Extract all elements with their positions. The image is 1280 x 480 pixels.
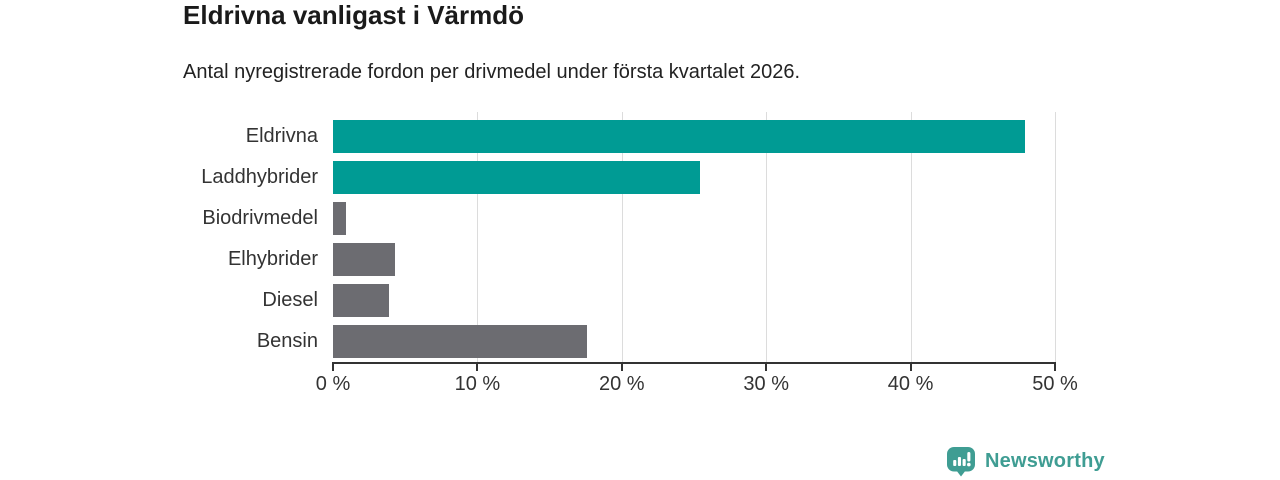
gridline [1055, 112, 1056, 362]
bar-track [333, 120, 1055, 153]
bar-track [333, 325, 1055, 358]
bar [333, 243, 396, 276]
gridline [621, 112, 623, 362]
x-axis-line [332, 362, 1056, 364]
chart-title: Eldrivna vanligast i Värmdö [183, 0, 524, 30]
bar-track [333, 161, 1055, 194]
bar-track [333, 243, 1055, 276]
gridlines [333, 112, 1056, 362]
category-label: Bensin [256, 330, 318, 352]
chart-row: Laddhybrider [0, 157, 1100, 198]
newsworthy-logo: Newsworthy [946, 446, 1105, 477]
chart-row: Bensin [0, 321, 1100, 362]
bar [333, 161, 700, 194]
category-label: Diesel [262, 289, 318, 311]
brand-name: Newsworthy [985, 450, 1105, 472]
bar [333, 120, 1025, 153]
category-label: Biodrivmedel [202, 207, 318, 229]
category-label: Eldrivna [245, 125, 318, 147]
bar [333, 284, 390, 317]
gridline [477, 112, 479, 362]
chart-row: Elhybrider [0, 239, 1100, 280]
x-axis-tick [1054, 363, 1056, 371]
x-axis-tick-label: 10 % [454, 373, 501, 395]
x-axis-tick [332, 363, 334, 371]
x-axis-tick [909, 363, 912, 371]
chart-subtitle: Antal nyregistrerade fordon per drivmede… [183, 61, 801, 83]
gridline [910, 112, 912, 362]
chart-row: Eldrivna [0, 116, 1100, 157]
bar [333, 325, 588, 358]
chart-row: Biodrivmedel [0, 198, 1100, 239]
x-axis-tick-label: 40 % [887, 373, 934, 395]
x-axis-tick [476, 363, 479, 371]
x-axis-tick [620, 363, 623, 371]
chart-row: Diesel [0, 280, 1100, 321]
bar [333, 202, 346, 235]
chart-rows: Eldrivna Laddhybrider Biodrivmedel Elhybrid… [0, 116, 1100, 362]
bar-track [333, 284, 1055, 317]
x-axis-tick-label: 30 % [743, 373, 789, 395]
x-axis-tick-label: 50 % [1032, 373, 1078, 395]
x-axis-tick-label: 0 % [315, 373, 351, 395]
newsworthy-chart-pin-icon [947, 447, 975, 477]
gridline [766, 112, 768, 362]
bar-track [333, 202, 1055, 235]
x-axis-tick-label: 20 % [599, 373, 645, 395]
category-label: Laddhybrider [201, 166, 318, 188]
category-label: Elhybrider [227, 248, 318, 270]
x-axis-tick [765, 363, 768, 371]
